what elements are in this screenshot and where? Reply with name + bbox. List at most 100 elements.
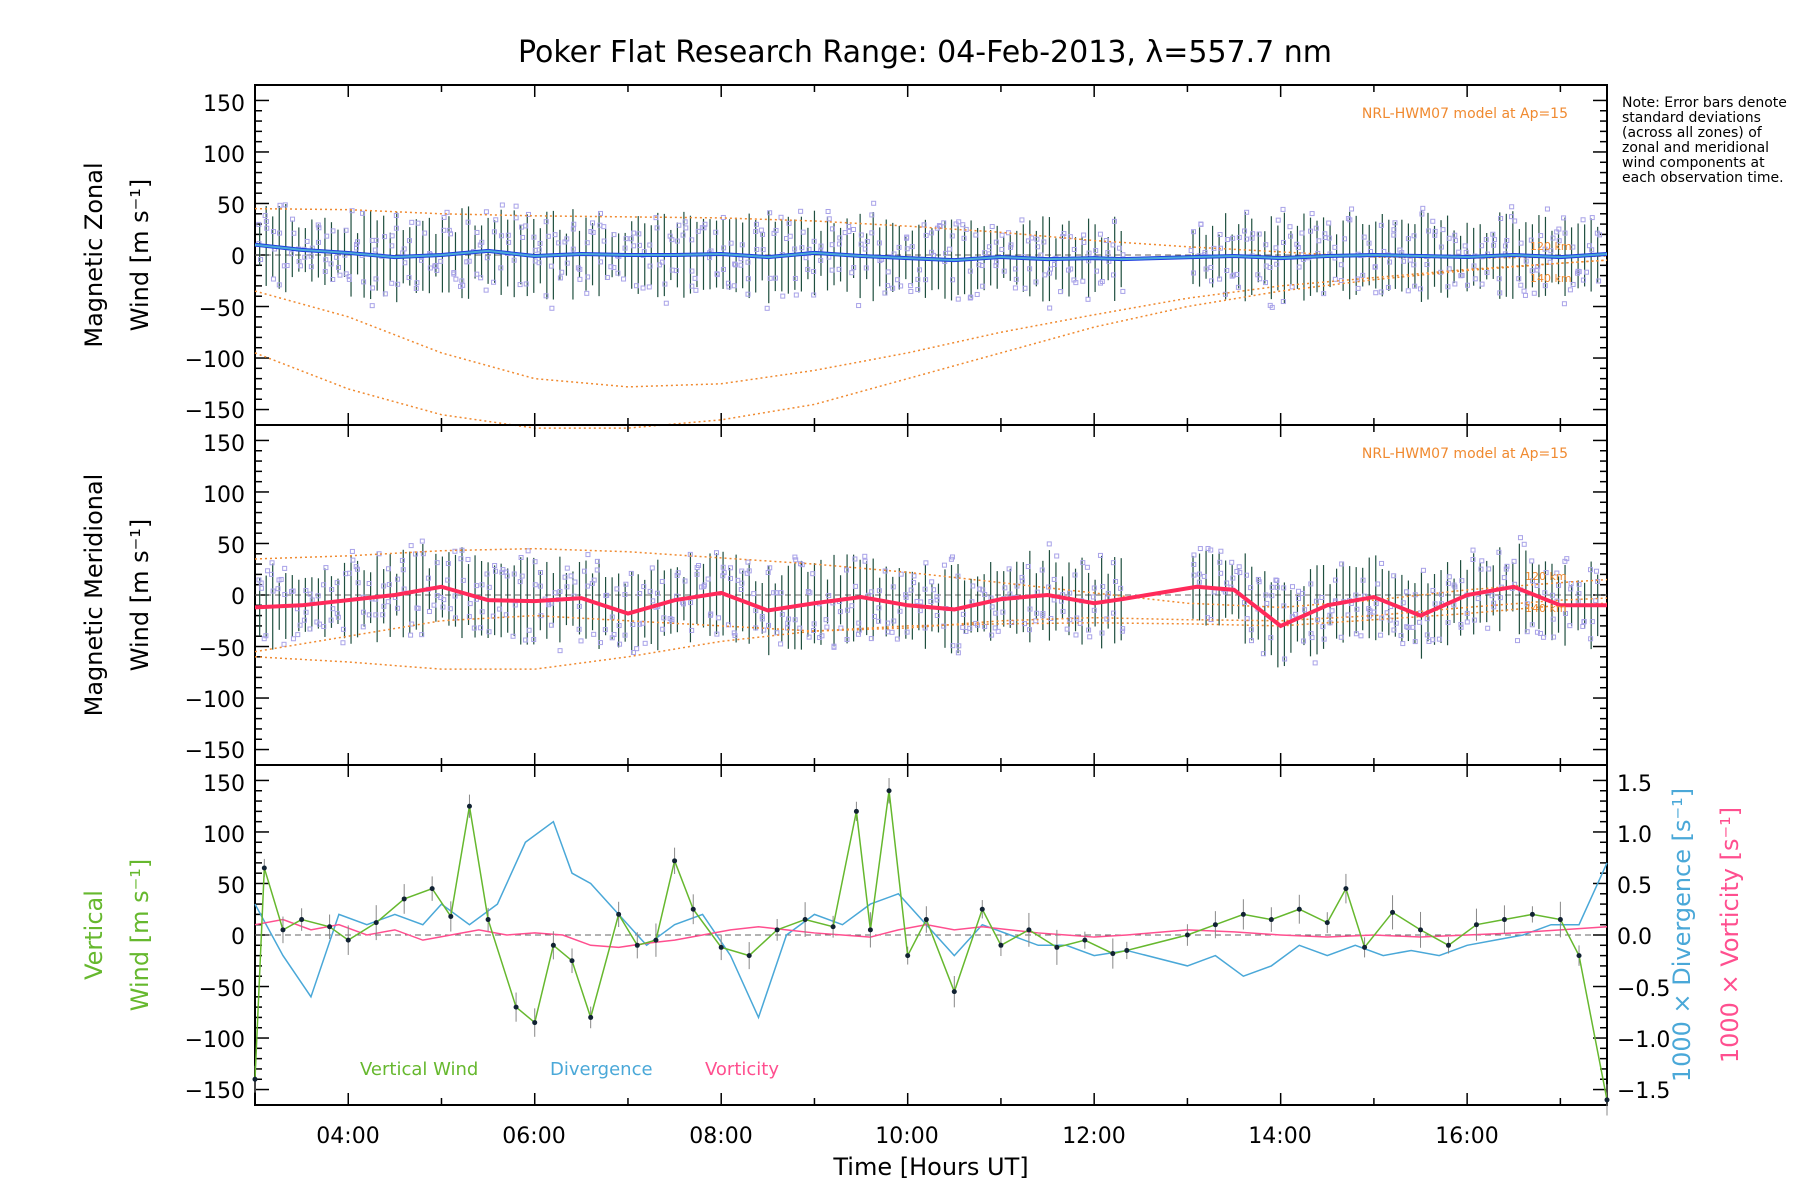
zone-sample <box>656 262 662 268</box>
y2-tick-m1.5: −1.5 <box>1617 1079 1670 1104</box>
zone-sample <box>307 591 313 597</box>
zone-sample <box>999 232 1005 238</box>
zone-sample <box>1296 588 1302 594</box>
vertical-wind-point <box>1054 944 1060 950</box>
zone-sample <box>923 560 929 566</box>
zone-sample <box>1562 230 1568 236</box>
zone-sample <box>503 612 509 618</box>
zone-sample <box>1099 630 1105 636</box>
zone-sample <box>726 284 732 290</box>
zone-sample <box>1544 206 1550 212</box>
zone-sample <box>1554 570 1560 576</box>
zone-sample <box>303 609 309 615</box>
zone-sample <box>386 582 392 588</box>
vertical-wind-point <box>532 1020 538 1026</box>
zone-sample <box>576 603 582 609</box>
zone-sample <box>1485 625 1491 631</box>
zone-sample <box>1497 290 1503 296</box>
zone-sample <box>513 203 519 209</box>
vertical-wind-point <box>1184 932 1190 938</box>
zone-sample <box>290 636 296 642</box>
zone-sample <box>1281 585 1287 591</box>
zone-sample <box>303 588 309 594</box>
zone-sample <box>381 583 387 589</box>
zone-sample <box>909 244 915 250</box>
vertical-ylabel-line2: Wind [m s⁻¹] <box>126 859 154 1011</box>
zone-sample <box>745 259 751 265</box>
zone-sample <box>682 219 688 225</box>
zone-sample <box>537 240 543 246</box>
zone-sample <box>614 586 620 592</box>
zone-sample <box>647 242 653 248</box>
zone-sample <box>493 217 499 223</box>
zone-sample <box>1119 628 1125 634</box>
zone-sample <box>1475 596 1481 602</box>
zone-sample <box>1411 233 1417 239</box>
vertical-wind-point <box>401 896 407 902</box>
zone-sample <box>1379 560 1385 566</box>
zone-sample <box>419 538 425 544</box>
zone-sample <box>1302 607 1308 613</box>
zone-sample <box>1191 561 1197 567</box>
zone-sample <box>1391 227 1397 233</box>
zone-sample <box>771 590 777 596</box>
zone-sample <box>1299 230 1305 236</box>
zone-sample <box>675 570 681 576</box>
zone-sample <box>1503 566 1509 572</box>
zone-sample <box>695 228 701 234</box>
zone-sample <box>1289 584 1295 590</box>
zone-sample <box>281 641 287 647</box>
zone-sample <box>269 560 275 566</box>
vertical-ytick-m50: −50 <box>199 977 245 1002</box>
zone-sample <box>1319 595 1325 601</box>
zone-sample <box>767 210 773 216</box>
zone-sample <box>1321 636 1327 642</box>
zone-sample <box>1484 270 1490 276</box>
zone-sample <box>773 227 779 233</box>
zone-sample <box>373 612 379 618</box>
vertical-wind-point <box>1240 911 1246 917</box>
zone-sample <box>1542 590 1548 596</box>
zone-sample <box>772 275 778 281</box>
zone-sample <box>1338 262 1344 268</box>
zone-sample <box>637 621 643 627</box>
zone-sample <box>1576 581 1582 587</box>
zone-sample <box>689 268 695 274</box>
zone-sample <box>1274 578 1280 584</box>
zone-sample <box>414 280 420 286</box>
zone-sample <box>369 303 375 309</box>
zone-sample <box>594 567 600 573</box>
zone-sample <box>630 649 636 655</box>
vertical-ytick-100: 100 <box>203 823 245 848</box>
vertical-ytick-0: 0 <box>231 925 245 950</box>
vertical-wind-point <box>1343 886 1349 892</box>
zone-sample <box>1295 596 1301 602</box>
zone-sample <box>483 287 489 293</box>
meridional-model-alt-2: 140 km <box>1525 602 1567 615</box>
zone-sample <box>1489 593 1495 599</box>
zone-sample <box>491 229 497 235</box>
zone-sample <box>688 600 694 606</box>
zone-sample <box>1387 617 1393 623</box>
zone-sample <box>1308 631 1314 637</box>
zone-sample <box>1361 234 1367 240</box>
zone-sample <box>536 247 542 253</box>
zone-sample <box>1528 237 1534 243</box>
zone-sample <box>1452 232 1458 238</box>
zone-sample <box>1072 572 1078 578</box>
vertical-wind-point <box>1529 911 1535 917</box>
zone-sample <box>1347 217 1353 223</box>
vertical-wind-point <box>327 924 333 930</box>
zone-sample <box>588 228 594 234</box>
zone-sample <box>955 573 961 579</box>
zone-sample <box>1504 563 1510 569</box>
zone-sample <box>1224 237 1230 243</box>
zone-sample <box>811 238 817 244</box>
zone-sample <box>1034 236 1040 242</box>
zone-sample <box>731 283 737 289</box>
zone-sample <box>1392 220 1398 226</box>
zone-sample <box>1263 592 1269 598</box>
zone-sample <box>323 257 329 263</box>
zone-sample <box>1051 576 1057 582</box>
zone-sample <box>1483 237 1489 243</box>
